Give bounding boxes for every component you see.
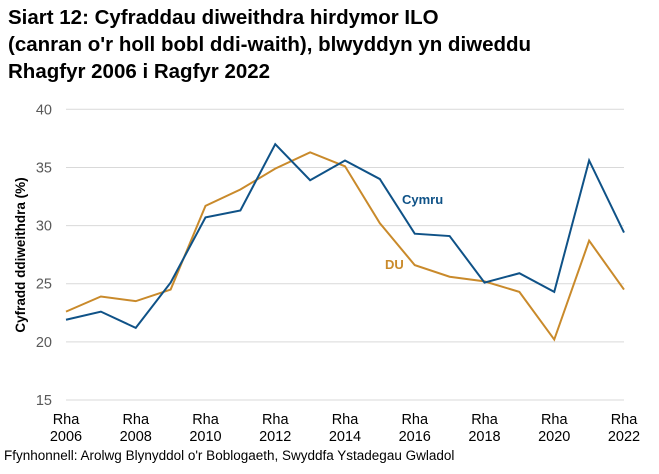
gridlines <box>66 108 624 343</box>
y-axis-label: Cyfradd ddiweithdra (%) <box>13 177 28 332</box>
x-tick-label: Rha 2012 <box>259 412 291 445</box>
y-tick-label: 20 <box>36 335 52 351</box>
series-label-du: DU <box>385 257 404 272</box>
x-tick-label: Rha 2018 <box>468 412 500 445</box>
series-label-cymru: Cymru <box>402 192 443 207</box>
x-tick-label: Rha 2022 <box>608 412 640 445</box>
y-tick-label: 35 <box>36 160 52 176</box>
y-tick-label: 25 <box>36 277 52 293</box>
x-tick-label: Rha 2008 <box>120 412 152 445</box>
x-tick-label: Rha 2014 <box>329 412 361 445</box>
x-tick-label: Rha 2020 <box>538 412 570 445</box>
series-lines <box>65 142 625 342</box>
source-note: Ffynhonnell: Arolwg Blynyddol o'r Boblog… <box>4 448 455 463</box>
series-line-cymru <box>65 142 625 330</box>
x-tick-label: Rha 2010 <box>189 412 221 445</box>
x-tick-label: Rha 2006 <box>50 412 82 445</box>
x-axis-ticks: Rha 2006 Rha 2008 Rha 2010 Rha 2012 Rha 2014 Rha 20… <box>50 412 640 445</box>
series-line-du <box>65 151 625 342</box>
y-tick-label: 30 <box>36 219 52 235</box>
chart-title: Siart 12: Cyfraddau diweithdra hirdymor … <box>8 6 532 83</box>
y-axis-ticks: 15 20 25 30 35 40 <box>36 102 52 409</box>
y-tick-label: 40 <box>36 102 52 118</box>
y-tick-label: 15 <box>36 393 52 409</box>
x-tick-label: Rha 2016 <box>399 412 431 445</box>
